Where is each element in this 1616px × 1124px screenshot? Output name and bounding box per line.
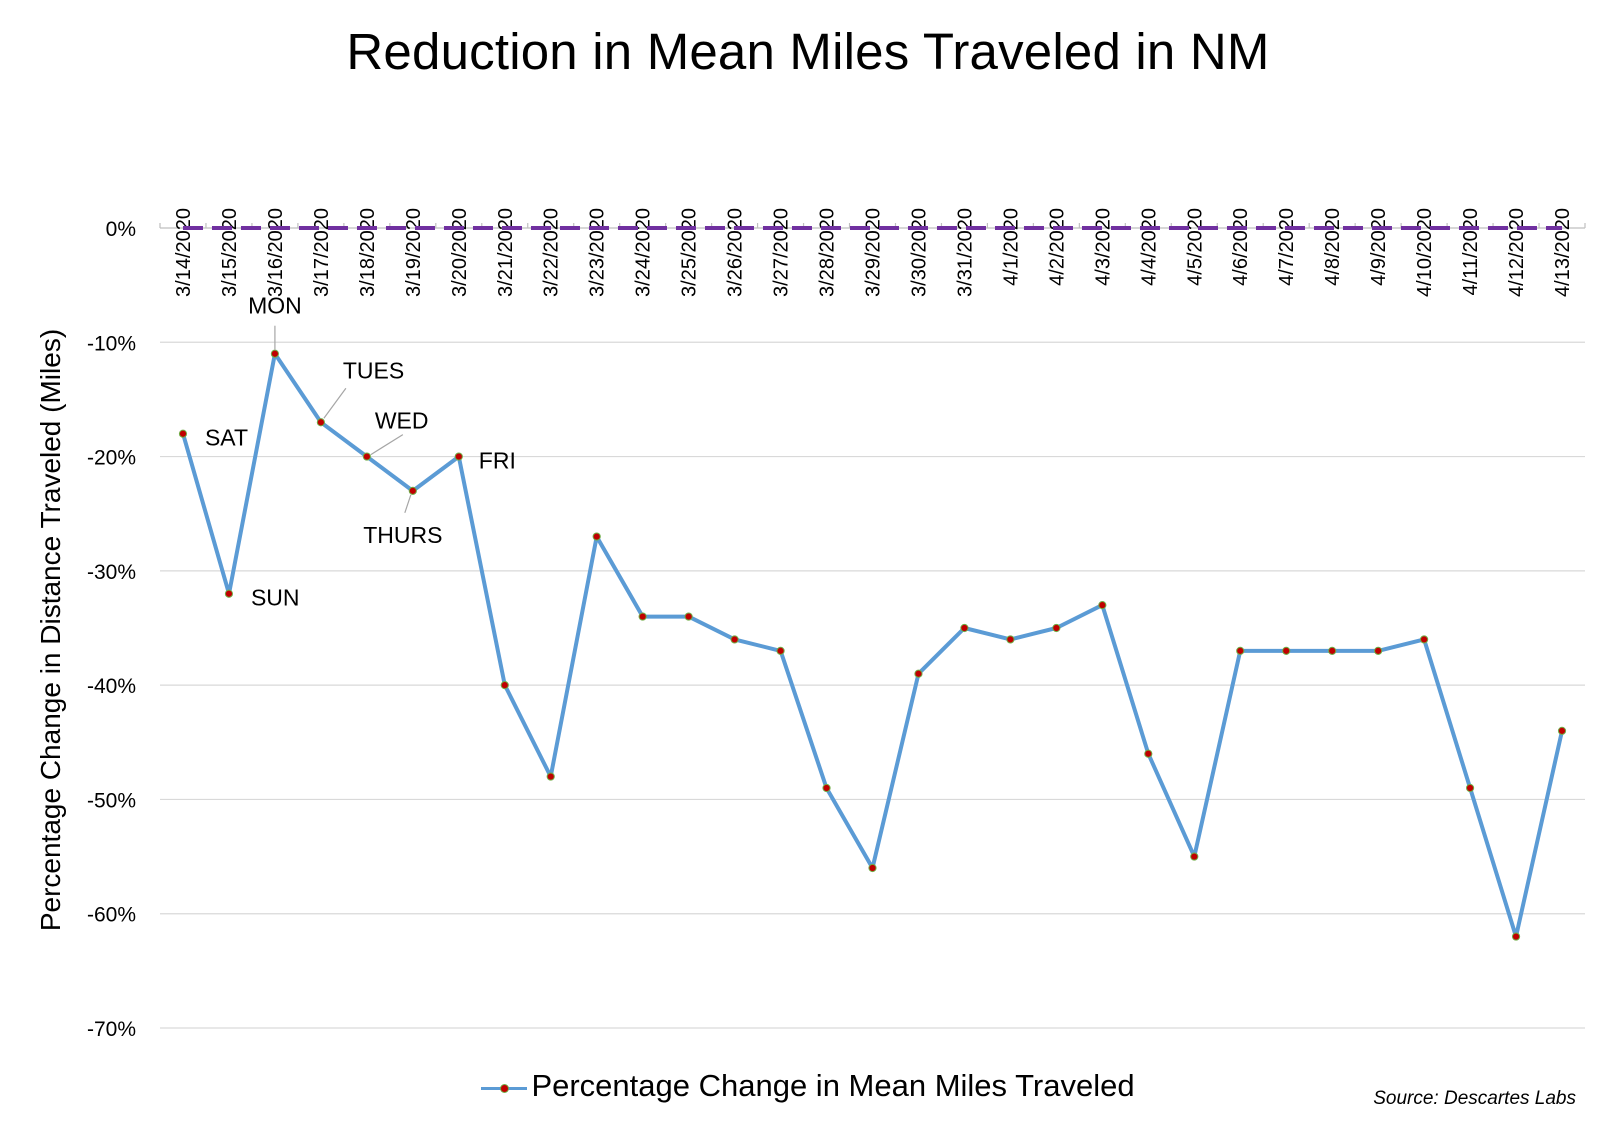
- data-point: [408, 486, 417, 495]
- x-tick-label: 3/29/2020: [863, 208, 885, 297]
- x-tick-label: 4/7/2020: [1276, 208, 1298, 286]
- data-point: [1052, 623, 1061, 633]
- data-point: [1144, 749, 1153, 758]
- annotation-label: MON: [248, 293, 302, 319]
- x-tick-label: 4/1/2020: [1000, 208, 1022, 286]
- x-tick-label: 3/27/2020: [771, 208, 793, 297]
- x-tick-label: 3/22/2020: [541, 208, 563, 297]
- annotation-label: SAT: [205, 425, 248, 451]
- x-tick-label: 4/13/2020: [1552, 208, 1574, 297]
- data-point: [1006, 635, 1015, 644]
- x-tick-label: 4/12/2020: [1506, 208, 1528, 297]
- x-tick-label: 3/23/2020: [587, 208, 609, 297]
- y-axis-ticks: 0% -10% -20% -30% -40% -50% -60% -70%: [87, 218, 136, 1041]
- x-tick-label: 4/3/2020: [1092, 208, 1114, 286]
- y-tick-label: -60%: [87, 904, 136, 927]
- x-tick-label: 3/15/2020: [219, 208, 241, 297]
- data-point: [500, 681, 509, 690]
- x-tick-label: 3/24/2020: [633, 208, 655, 297]
- y-tick-label: -70%: [87, 1018, 136, 1041]
- x-tick-label: 4/5/2020: [1184, 208, 1206, 286]
- data-point: [1190, 852, 1199, 861]
- data-point: [684, 612, 693, 621]
- data-point: [1098, 601, 1107, 610]
- data-point: [638, 612, 647, 621]
- y-tick-label: -40%: [87, 675, 136, 698]
- data-point: [822, 783, 831, 793]
- chart-title: Reduction in Mean Miles Traveled in NM: [346, 23, 1270, 80]
- data-point: [362, 452, 371, 461]
- gridlines: [159, 223, 1586, 1029]
- data-point: [1511, 932, 1521, 941]
- x-tick-label: 3/30/2020: [908, 208, 930, 297]
- y-tick-label: -20%: [87, 447, 136, 470]
- data-point: [730, 635, 739, 644]
- x-tick-label: 4/9/2020: [1368, 208, 1390, 286]
- y-tick-label: -30%: [87, 561, 136, 584]
- x-tick-label: 3/18/2020: [357, 208, 379, 297]
- x-tick-label: 3/28/2020: [817, 208, 839, 297]
- source-note: Source: Descartes Labs: [1373, 1088, 1576, 1109]
- x-tick-label: 4/10/2020: [1414, 208, 1436, 297]
- x-tick-label: 3/25/2020: [679, 208, 701, 297]
- data-point: [1282, 646, 1291, 655]
- data-point: [776, 646, 785, 655]
- x-tick-label: 3/14/2020: [173, 208, 195, 297]
- data-point: [960, 623, 969, 633]
- x-tick-label: 3/20/2020: [449, 208, 471, 297]
- series-layer: [178, 349, 1567, 941]
- legend-entry-label: Percentage Change in Mean Miles Traveled: [531, 1068, 1135, 1103]
- annotation-leader: [323, 387, 347, 419]
- x-tick-label: 4/11/2020: [1460, 208, 1482, 296]
- data-point: [914, 669, 923, 678]
- annotation-leader: [370, 434, 404, 456]
- x-tick-label: 4/6/2020: [1230, 208, 1252, 286]
- data-point: [316, 418, 325, 427]
- annotation-label: FRI: [479, 448, 516, 474]
- data-point: [270, 349, 280, 358]
- x-tick-label: 3/26/2020: [725, 208, 747, 297]
- x-axis-date-labels: 3/14/2020 3/15/2020 3/16/2020 3/17/2020 3/18…: [173, 208, 1574, 297]
- annotation-leader: [404, 494, 412, 514]
- day-annotations: SAT SUN MON TUES WED THURS FRI: [205, 293, 516, 611]
- data-point: [1465, 783, 1475, 793]
- annotation-label: WED: [375, 408, 429, 434]
- y-tick-label: -50%: [87, 789, 136, 812]
- x-tick-label: 3/16/2020: [265, 208, 287, 297]
- y-tick-label: 0%: [106, 218, 136, 241]
- y-tick-label: -10%: [87, 332, 136, 355]
- legend: Percentage Change in Mean Miles Traveled: [0, 1066, 1616, 1106]
- x-tick-label: 4/2/2020: [1046, 208, 1068, 286]
- data-point: [1557, 726, 1567, 735]
- data-point: [1328, 646, 1337, 655]
- annotation-label: SUN: [251, 585, 300, 611]
- data-point: [546, 772, 555, 781]
- data-point: [224, 589, 234, 598]
- y-axis-label: Percentage Change in Distance Traveled (…: [35, 329, 66, 931]
- x-tick-label: 3/17/2020: [311, 208, 333, 297]
- x-tick-label: 3/31/2020: [954, 208, 976, 297]
- data-point: [1420, 635, 1429, 644]
- data-point: [868, 863, 877, 873]
- data-point: [178, 429, 188, 438]
- data-point: [1374, 646, 1383, 655]
- data-point: [592, 532, 601, 541]
- legend-line-marker-icon: [481, 1078, 528, 1098]
- x-tick-label: 3/21/2020: [495, 208, 517, 297]
- annotation-label: TUES: [343, 357, 404, 383]
- series-line: [181, 351, 1564, 939]
- annotation-label: THURS: [363, 522, 442, 548]
- x-tick-label: 3/19/2020: [403, 208, 425, 297]
- x-tick-label: 4/4/2020: [1138, 208, 1160, 286]
- x-tick-label: 4/8/2020: [1322, 208, 1344, 286]
- data-point: [1236, 646, 1245, 655]
- data-point: [454, 452, 463, 461]
